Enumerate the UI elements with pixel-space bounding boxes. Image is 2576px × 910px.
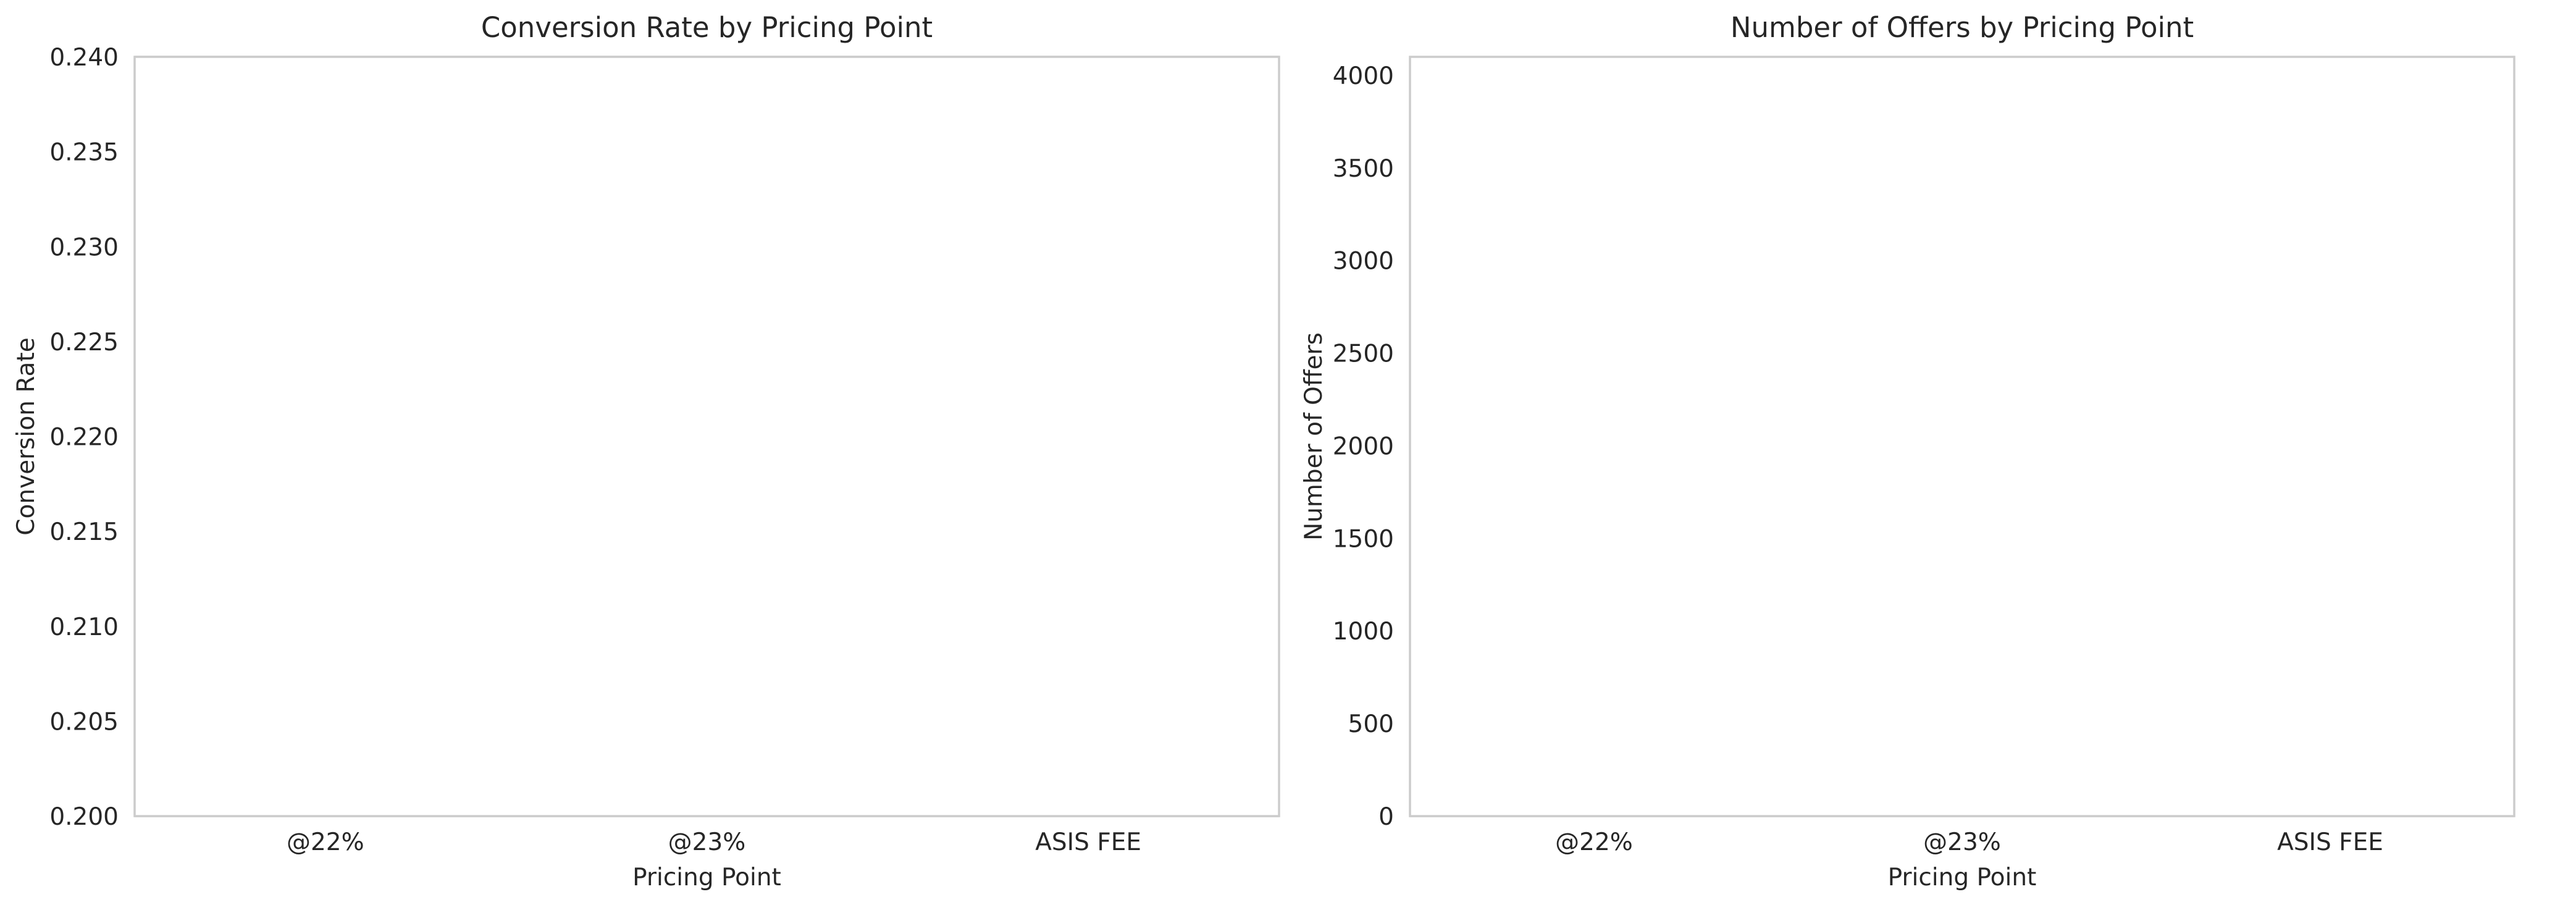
axes-frame [133, 56, 1280, 817]
y-tick-label: 0.235 [49, 139, 119, 167]
x-tick-label: @23% [668, 828, 746, 856]
x-axis-label: Pricing Point [1888, 864, 2037, 891]
x-tick-label: ASIS FEE [2277, 828, 2383, 856]
y-tick-label: 0.225 [49, 329, 119, 356]
y-tick-label: 0.220 [49, 424, 119, 452]
y-tick-label: 0 [1378, 803, 1394, 831]
y-tick-label: 0.240 [49, 44, 119, 72]
y-axis-label: Conversion Rate [12, 337, 40, 535]
y-tick-label: 4000 [1333, 62, 1394, 90]
y-tick-label: 3500 [1333, 155, 1394, 183]
chart-title: Conversion Rate by Pricing Point [481, 11, 933, 44]
x-axis-label: Pricing Point [632, 864, 781, 891]
x-tick-label: @22% [1555, 828, 1633, 856]
number-of-offers-chart: 050010001500200025003000350040003922@22%… [1300, 11, 2515, 891]
y-tick-label: 1000 [1333, 618, 1394, 646]
y-tick-label: 1500 [1333, 525, 1394, 553]
y-tick-label: 0.210 [49, 613, 119, 641]
y-tick-label: 0.230 [49, 234, 119, 261]
y-tick-label: 2500 [1333, 340, 1394, 368]
y-tick-label: 3000 [1333, 248, 1394, 276]
x-tick-label: @23% [1923, 828, 2001, 856]
chart-title: Number of Offers by Pricing Point [1731, 11, 2194, 44]
x-tick-label: @22% [287, 828, 364, 856]
conversion-rate-chart: 0.200 0.205 0.210 0.215 0.220 0.225 0.230 0.235… [12, 11, 1280, 891]
y-tick-label: 0.205 [49, 708, 119, 736]
x-tick-label: ASIS FEE [1035, 828, 1141, 856]
y-tick-label: 0.200 [49, 803, 119, 831]
axes-frame [1409, 56, 2515, 817]
y-tick-label: 0.215 [49, 518, 119, 546]
y-axis-label: Number of Offers [1300, 332, 1328, 541]
y-tick-label: 2000 [1333, 432, 1394, 460]
y-tick-label: 500 [1348, 710, 1394, 738]
